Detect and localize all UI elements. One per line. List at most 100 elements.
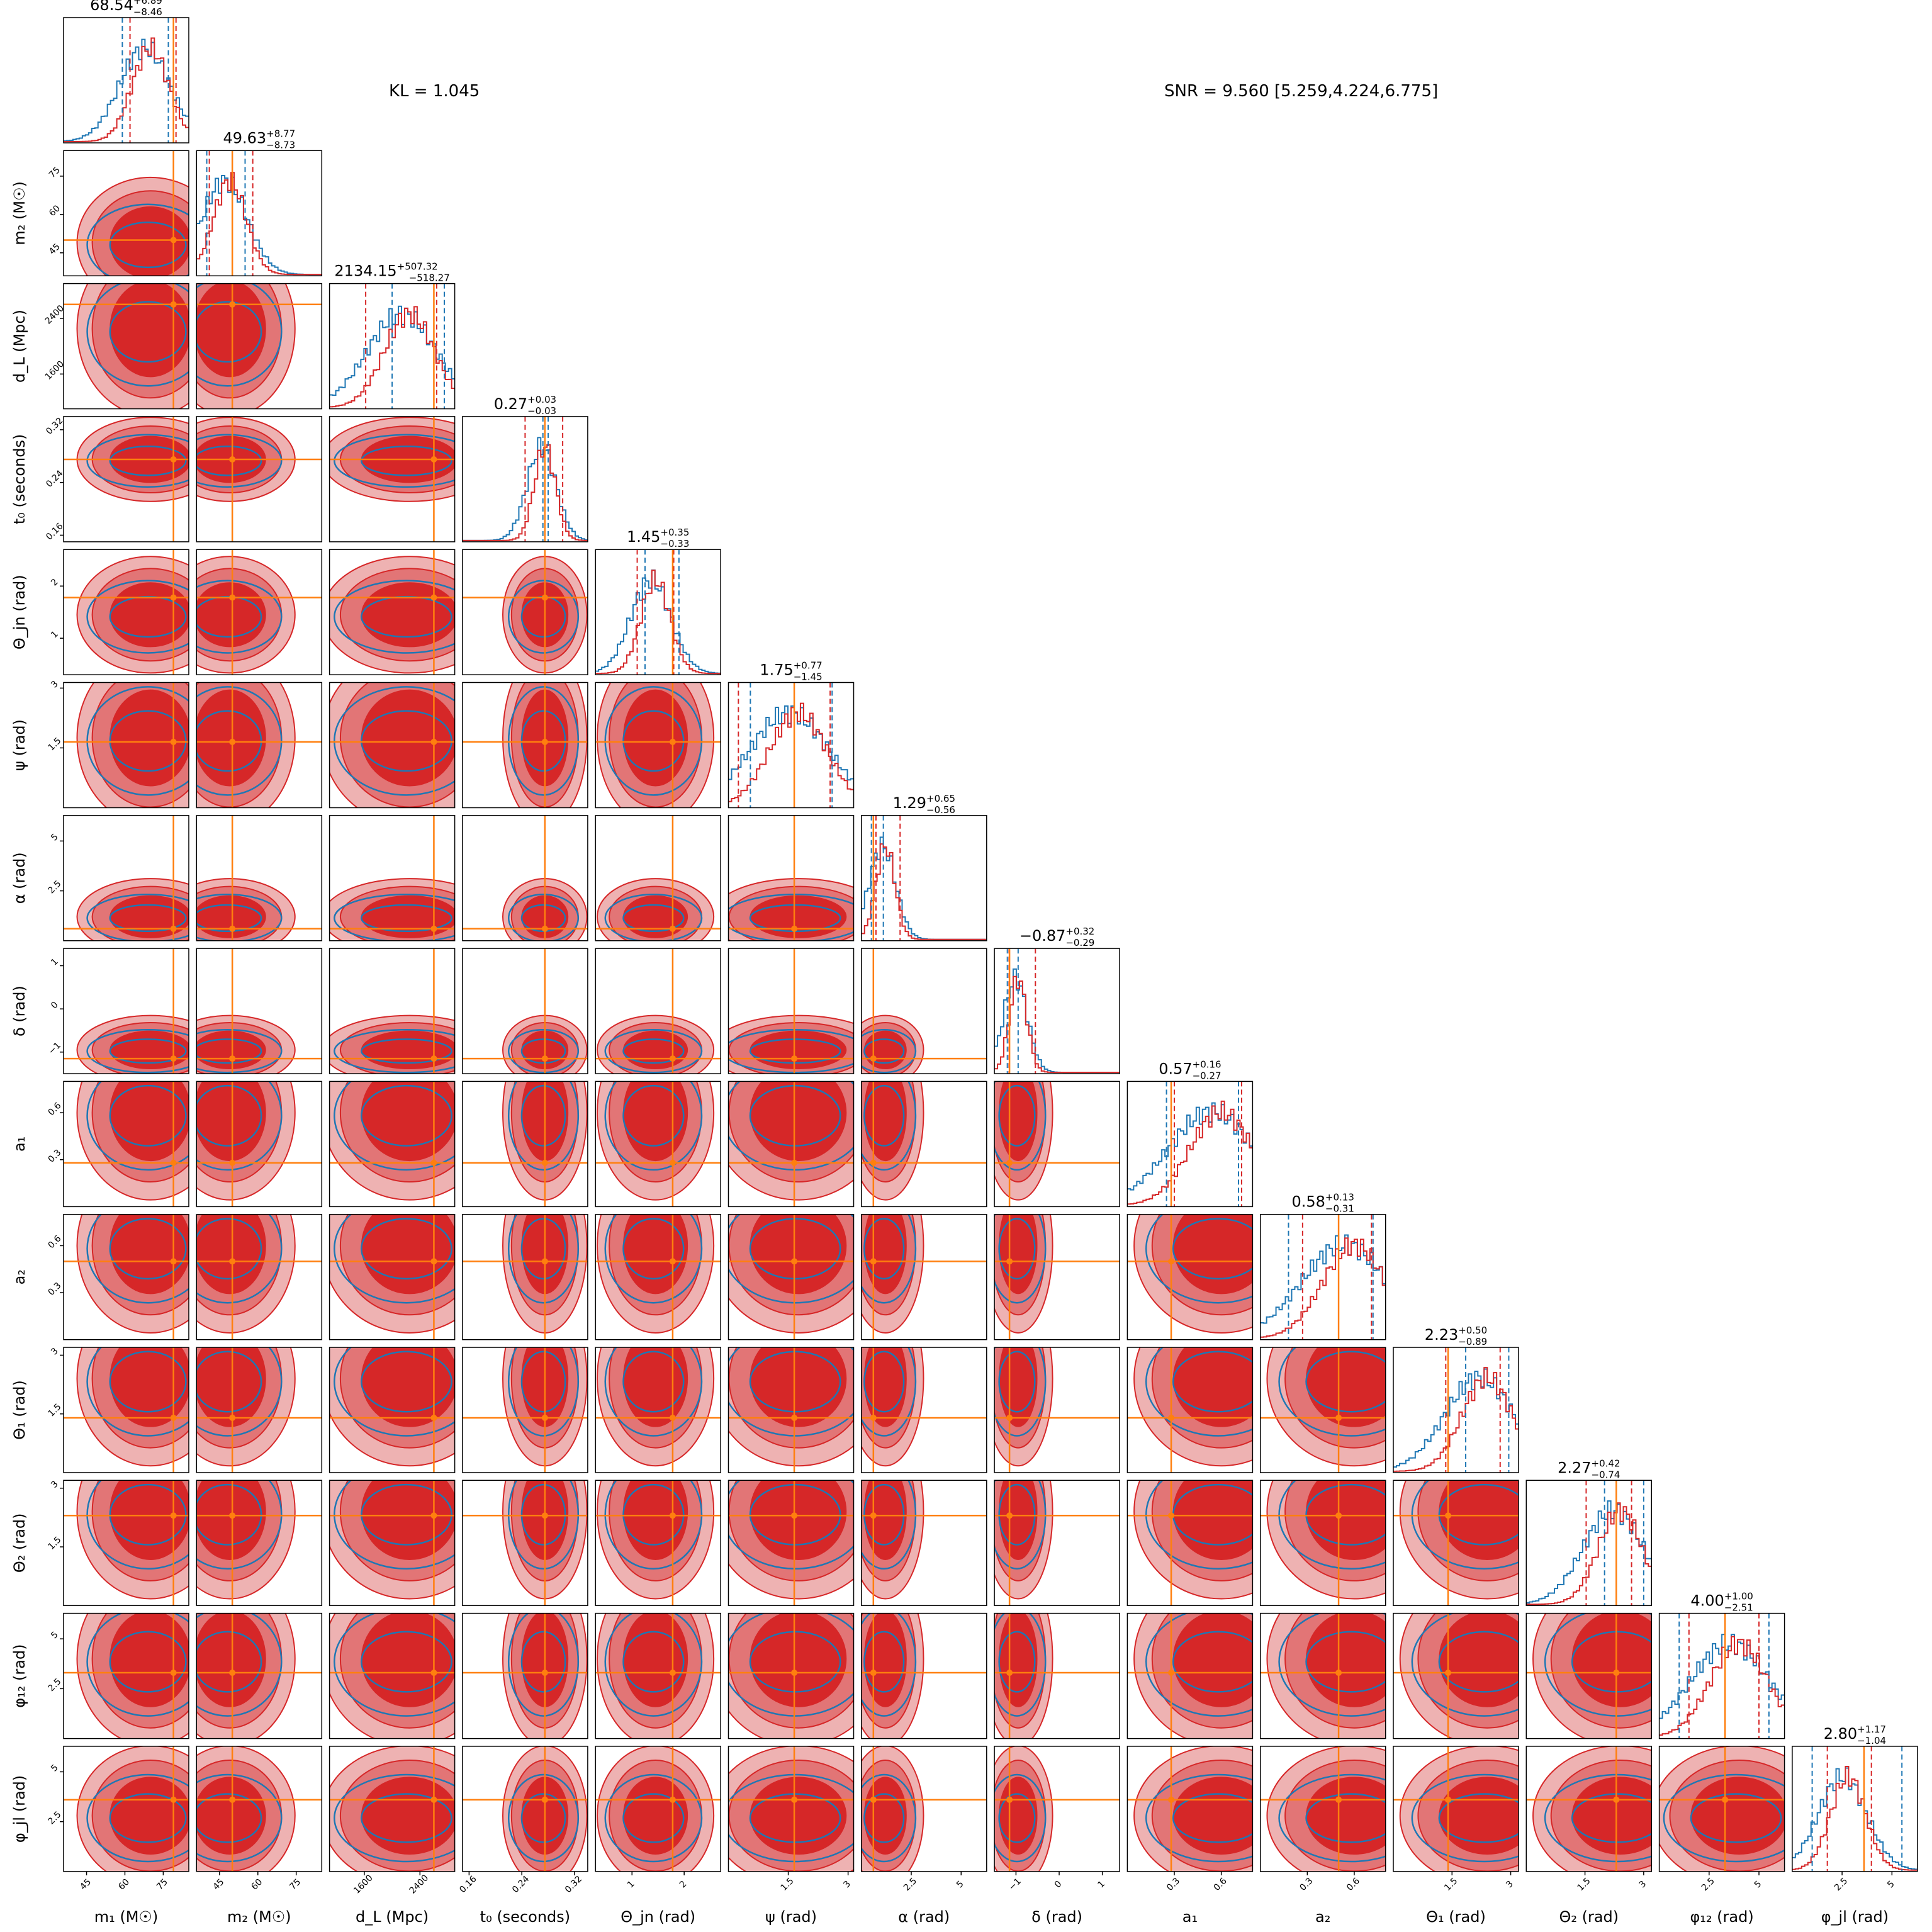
- contour-blue-outer-10-7: [994, 1347, 1047, 1437]
- title-value-10: 2.23: [1425, 1326, 1458, 1344]
- contour-blue-inner-7-5: [749, 1038, 841, 1064]
- xtick-label-3-1: 0.24: [510, 1874, 531, 1895]
- panel-frame-13-9: [1259, 1746, 1386, 1872]
- xtick-label-10-1: 3: [1504, 1879, 1515, 1890]
- panel-frame-7-4: [595, 948, 721, 1074]
- title-minus-8: −0.27: [1193, 1070, 1222, 1081]
- truth-point-11-10: [1445, 1512, 1452, 1519]
- panel-frame-8-3: [462, 1081, 588, 1208]
- panel-frame-5-5: [727, 682, 855, 809]
- hist-red-13: [1792, 1766, 1918, 1871]
- panel-frame-12-6: [861, 1612, 987, 1739]
- contours-8-6: [861, 1081, 987, 1207]
- contours-13-10: [1393, 1746, 1519, 1872]
- contour-blue-inner-8-5: [749, 1084, 841, 1147]
- contour-blue-outer-7-0: [86, 1029, 189, 1074]
- panel-frame-9-8: [1126, 1213, 1254, 1340]
- panel-frame-10-3: [462, 1347, 588, 1473]
- contour-blue-inner-12-6: [863, 1631, 905, 1693]
- ytick-label-7-1: 0: [49, 1000, 60, 1011]
- contours-11-5: [728, 1480, 854, 1606]
- ylabel-9: a₂: [11, 1269, 28, 1284]
- hist-red-1: [196, 172, 322, 276]
- contour-blue-inner-9-5: [749, 1218, 841, 1280]
- contours-10-0: [64, 1347, 189, 1473]
- contour-blue-outer-12-9: [1278, 1613, 1386, 1717]
- contour-blue-inner-10-0: [109, 1351, 187, 1413]
- panel-title-3: 0.27+0.03 −0.03: [494, 394, 556, 417]
- truth-point-8-1: [229, 1159, 236, 1166]
- hist-blue-4: [595, 569, 721, 674]
- truth-point-9-5: [791, 1258, 798, 1265]
- hist-red-10: [1393, 1367, 1519, 1472]
- contour-blue-inner-12-7: [998, 1631, 1036, 1693]
- truth-point-8-2: [430, 1159, 437, 1166]
- panel-11-9: [1259, 1480, 1386, 1607]
- contours-13-3: [462, 1746, 588, 1872]
- truth-point-8-4: [669, 1159, 676, 1166]
- contour-blue-inner-9-1: [196, 1218, 262, 1280]
- contours-6-1: [196, 815, 322, 941]
- title-plus-2: +507.32: [397, 261, 438, 272]
- contour-blue-outer-11-6: [861, 1480, 917, 1570]
- panel-frame-6-1: [196, 815, 323, 941]
- panel-7-2: [329, 948, 456, 1074]
- truth-point-5-3: [541, 738, 548, 745]
- contours-11-9: [1260, 1480, 1386, 1606]
- contours-13-11: [1526, 1746, 1652, 1872]
- contour-blue-inner-12-8: [1172, 1631, 1253, 1693]
- contour-blue-outer-13-6: [861, 1773, 917, 1863]
- contours-9-1: [196, 1214, 322, 1340]
- panel-frame-6-4: [595, 815, 721, 941]
- contours-3-2: [329, 416, 455, 542]
- ytick-label-8-0: 0.3: [46, 1148, 63, 1165]
- contour-blue-outer-9-7: [994, 1214, 1047, 1304]
- panel-frame-13-1: [196, 1746, 323, 1872]
- contours-9-3: [462, 1214, 588, 1340]
- ytick-label-3-1: 0.24: [44, 468, 65, 489]
- panel-5-2: [329, 682, 456, 809]
- panel-frame-3-3: [462, 416, 588, 542]
- contour-inner-2-1: [196, 283, 266, 378]
- truth-point-5-1: [229, 738, 236, 745]
- panel-frame-9-9: [1259, 1213, 1386, 1340]
- contour-blue-inner-1-0: [109, 222, 187, 269]
- ytick-label-4-1: 2: [49, 577, 60, 588]
- truth-point-4-3: [541, 594, 548, 601]
- contour-blue-inner-10-2: [361, 1351, 452, 1413]
- xtick-label-12-0: 2.5: [1700, 1876, 1717, 1893]
- panel-frame-10-5: [727, 1347, 855, 1473]
- panel-frame-7-3: [462, 948, 588, 1074]
- contour-blue-outer-5-4: [604, 686, 703, 796]
- ytick-label-13-0: 2.5: [46, 1809, 63, 1826]
- panel-frame-13-0: [63, 1746, 189, 1872]
- contour-blue-inner-10-3: [520, 1351, 566, 1413]
- contours-12-4: [595, 1613, 721, 1739]
- xtick-label-6-1: 5: [955, 1879, 966, 1890]
- panel-frame-2-2: [329, 283, 456, 410]
- truth-point-6-5: [791, 925, 798, 932]
- panel-frame-0-0: [63, 17, 189, 143]
- truth-point-2-1: [229, 301, 236, 308]
- panel-frame-12-9: [1259, 1612, 1386, 1739]
- contour-blue-outer-11-10: [1411, 1480, 1519, 1570]
- panel-4-4: 1.45+0.35 −0.33: [595, 527, 721, 675]
- title-minus-13: −1.04: [1857, 1735, 1886, 1746]
- contour-blue-outer-13-2: [334, 1773, 455, 1863]
- contour-blue-outer-11-9: [1278, 1480, 1386, 1570]
- ytick-label-11-0: 1.5: [46, 1535, 63, 1552]
- contour-blue-outer-13-8: [1145, 1773, 1253, 1863]
- truth-point-7-6: [870, 1055, 877, 1062]
- panel-frame-4-0: [63, 549, 189, 675]
- contour-blue-inner-3-0: [109, 445, 187, 476]
- truth-point-10-5: [791, 1414, 798, 1421]
- panel-frame-9-1: [196, 1213, 323, 1340]
- panel-8-5: [727, 1081, 855, 1208]
- contour-blue-outer-4-2: [334, 580, 455, 654]
- panel-5-4: [595, 682, 721, 809]
- ytick-label-9-0: 0.3: [46, 1281, 63, 1298]
- contour-blue-inner-6-0: [109, 904, 187, 933]
- contour-blue-outer-13-11: [1544, 1773, 1652, 1863]
- xtick-label-5-1: 3: [841, 1879, 853, 1890]
